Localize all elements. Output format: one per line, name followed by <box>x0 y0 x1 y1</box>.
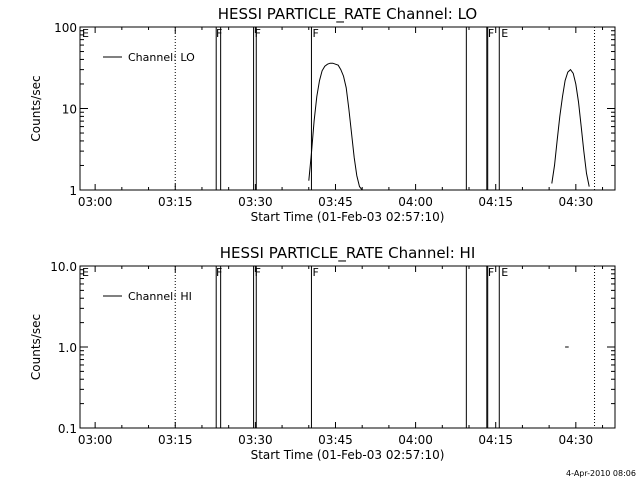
x-axis-label: Start Time (01-Feb-03 02:57:10) <box>251 210 445 224</box>
x-tick-label: 03:30 <box>238 195 273 209</box>
event-flag: F <box>255 266 261 279</box>
event-flag: F <box>216 266 222 279</box>
x-tick-label: 04:00 <box>398 433 433 447</box>
timestamp-label: 4-Apr-2010 08:06 <box>566 469 636 478</box>
event-flag: E <box>501 27 508 40</box>
event-flag: F <box>488 266 494 279</box>
event-flag: E <box>501 266 508 279</box>
y-tick-label: 0.1 <box>58 422 77 436</box>
x-tick-label: 03:30 <box>238 433 273 447</box>
x-axis-label: Start Time (01-Feb-03 02:57:10) <box>251 448 445 462</box>
x-tick-label: 04:30 <box>559 195 594 209</box>
event-flag: F <box>255 27 261 40</box>
event-flag: E <box>82 266 89 279</box>
series-line <box>551 68 590 187</box>
y-axis-label: Counts/sec <box>29 314 43 380</box>
x-tick-label: 03:15 <box>158 433 193 447</box>
x-tick-label: 03:45 <box>318 433 353 447</box>
x-tick-label: 04:30 <box>559 433 594 447</box>
x-tick-label: 04:15 <box>478 195 513 209</box>
event-flag: F <box>216 27 222 40</box>
y-tick-label: 1.0 <box>58 341 77 355</box>
event-flag: F <box>312 27 318 40</box>
legend-entry: Channel: LO <box>128 51 195 64</box>
legend-entry: Channel: HI <box>128 290 192 303</box>
y-tick-label: 10.0 <box>50 260 77 274</box>
x-tick-label: 03:15 <box>158 195 193 209</box>
y-tick-label: 10 <box>62 103 77 117</box>
event-flag: E <box>82 27 89 40</box>
x-tick-label: 03:00 <box>78 433 113 447</box>
x-tick-label: 04:00 <box>398 195 433 209</box>
event-flag: F <box>312 266 318 279</box>
y-tick-label: 100 <box>54 21 77 35</box>
chart-title: HESSI PARTICLE_RATE Channel: LO <box>218 5 477 24</box>
event-flag: F <box>488 27 494 40</box>
x-tick-label: 03:45 <box>318 195 353 209</box>
x-tick-label: 04:15 <box>478 433 513 447</box>
y-tick-label: 1 <box>69 184 77 198</box>
x-tick-label: 03:00 <box>78 195 113 209</box>
y-axis-label: Counts/sec <box>29 75 43 141</box>
chart-title: HESSI PARTICLE_RATE Channel: HI <box>220 244 476 263</box>
series-line <box>308 62 363 191</box>
